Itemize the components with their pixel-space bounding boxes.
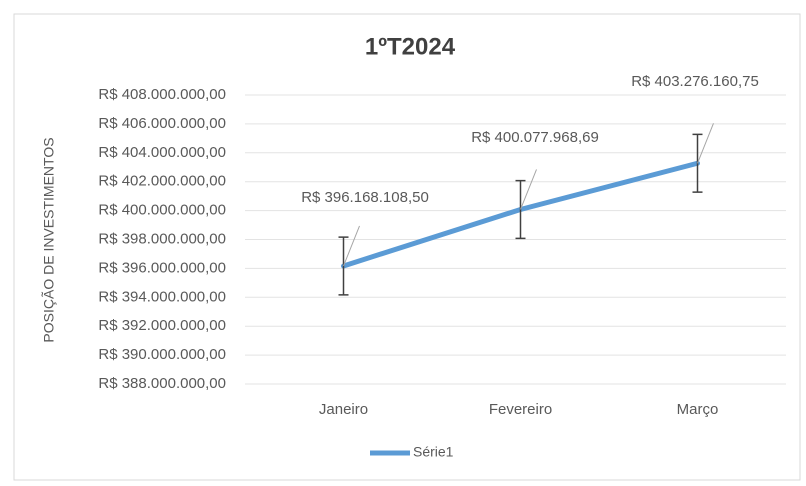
y-tick-label: R$ 408.000.000,00: [98, 86, 226, 103]
x-tick-label: Março: [677, 401, 719, 418]
y-tick-label: R$ 406.000.000,00: [98, 115, 226, 132]
y-tick-label: R$ 400.000.000,00: [98, 202, 226, 219]
y-tick-label: R$ 390.000.000,00: [98, 346, 226, 363]
leader-line: [343, 225, 360, 267]
y-tick-label: R$ 404.000.000,00: [98, 144, 226, 161]
leader-line: [697, 123, 714, 164]
y-tick-label: R$ 402.000.000,00: [98, 173, 226, 190]
error-bar: [338, 236, 349, 296]
data-label: R$ 396.168.108,50: [301, 189, 429, 206]
x-tick-label: Fevereiro: [489, 401, 552, 418]
y-tick-label: R$ 392.000.000,00: [98, 317, 226, 334]
y-axis-label: POSIÇÃO DE INVESTIMENTOS: [41, 137, 57, 342]
chart-title: 1ºT2024: [365, 33, 456, 60]
y-tick-label: R$ 396.000.000,00: [98, 259, 226, 276]
y-tick-label: R$ 388.000.000,00: [98, 375, 226, 392]
data-label: R$ 400.077.968,69: [471, 129, 599, 146]
y-tick-label: R$ 394.000.000,00: [98, 288, 226, 305]
y-tick-label: R$ 398.000.000,00: [98, 230, 226, 247]
legend-label: Série1: [413, 444, 454, 460]
leader-line: [520, 169, 537, 210]
x-tick-label: Janeiro: [319, 401, 368, 418]
data-label: R$ 403.276.160,75: [631, 73, 759, 90]
